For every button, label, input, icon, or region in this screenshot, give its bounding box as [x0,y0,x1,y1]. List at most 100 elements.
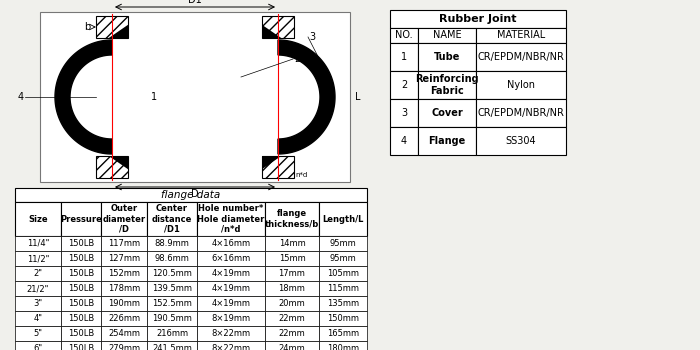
Text: 190.5mm: 190.5mm [152,314,192,323]
Text: 117mm: 117mm [108,239,140,248]
Bar [390,127,418,155]
Text: 150LB: 150LB [68,284,94,293]
Bar [390,71,418,99]
Text: 115mm: 115mm [327,284,359,293]
Text: 22mm: 22mm [279,329,305,338]
Text: CR/EPDM/NBR/NR: CR/EPDM/NBR/NR [477,52,564,62]
Bar [61,236,101,251]
Text: 98.6mm: 98.6mm [155,254,190,263]
Bar [147,296,197,311]
Bar [319,202,367,236]
Text: 1: 1 [401,52,407,62]
Text: 135mm: 135mm [327,299,359,308]
Bar [197,296,265,311]
Text: 127mm: 127mm [108,254,140,263]
Bar [61,296,101,311]
Bar [15,326,61,341]
Text: NAME: NAME [433,30,461,41]
Bar [265,236,319,251]
Bar [197,202,265,236]
Text: Pressure: Pressure [60,215,102,224]
Bar [197,251,265,266]
Bar [319,236,367,251]
Text: 254mm: 254mm [108,329,140,338]
Bar [418,71,476,99]
Text: 20mm: 20mm [279,299,305,308]
Bar [147,341,197,350]
Text: 14mm: 14mm [279,239,305,248]
Bar [15,296,61,311]
Text: L: L [355,92,360,102]
Text: Cover: Cover [431,108,463,118]
Text: Center
distance
/D1: Center distance /D1 [152,204,193,234]
Bar [147,236,197,251]
Text: 3: 3 [401,108,407,118]
Bar [96,16,128,38]
Text: 2: 2 [401,80,407,90]
Text: 279mm: 279mm [108,344,140,350]
Text: 152.5mm: 152.5mm [152,299,192,308]
Bar [101,266,147,281]
Text: 150LB: 150LB [68,239,94,248]
Text: 3": 3" [34,299,43,308]
Bar [197,341,265,350]
Text: 4": 4" [34,314,43,323]
Text: 2": 2" [34,269,43,278]
Text: 105mm: 105mm [327,269,359,278]
Bar [61,311,101,326]
Text: 165mm: 165mm [327,329,359,338]
Bar [197,326,265,341]
Text: 139.5mm: 139.5mm [152,284,192,293]
Bar [101,341,147,350]
Bar [265,311,319,326]
Text: 4: 4 [18,92,24,102]
Bar [319,326,367,341]
Text: Rubber Joint: Rubber Joint [440,14,517,24]
Bar [15,251,61,266]
Text: 22mm: 22mm [279,314,305,323]
Text: Outer
diameter
/D: Outer diameter /D [102,204,146,234]
Bar [390,28,418,43]
Text: 150LB: 150LB [68,329,94,338]
Text: CR/EPDM/NBR/NR: CR/EPDM/NBR/NR [477,108,564,118]
Bar [476,43,566,71]
Bar [476,71,566,99]
Bar [418,127,476,155]
Polygon shape [278,40,335,154]
Text: D1: D1 [188,0,202,5]
Bar [101,326,147,341]
Text: 3: 3 [309,32,315,42]
Bar [197,236,265,251]
Bar [197,311,265,326]
Bar [147,266,197,281]
Text: 4×16mm: 4×16mm [211,239,251,248]
Bar [61,202,101,236]
Text: 5": 5" [34,329,43,338]
Polygon shape [108,156,128,169]
Text: 11/4": 11/4" [27,239,49,248]
Text: n*d: n*d [295,172,307,178]
Bar [96,156,128,178]
Bar [15,188,367,202]
Text: 11/2": 11/2" [27,254,49,263]
Text: 180mm: 180mm [327,344,359,350]
Bar [61,251,101,266]
Text: 150LB: 150LB [68,344,94,350]
Text: 21/2": 21/2" [27,284,49,293]
Bar [265,281,319,296]
Bar [101,202,147,236]
Bar [40,12,350,182]
Bar [319,311,367,326]
Text: 6": 6" [34,344,43,350]
Text: Nylon: Nylon [507,80,535,90]
Text: 24mm: 24mm [279,344,305,350]
Bar [15,311,61,326]
Bar [147,281,197,296]
Text: 178mm: 178mm [108,284,140,293]
Text: 18mm: 18mm [279,284,305,293]
Text: 152mm: 152mm [108,269,140,278]
Text: 95mm: 95mm [330,254,356,263]
Text: 150LB: 150LB [68,254,94,263]
Text: 4×19mm: 4×19mm [211,284,251,293]
Text: 190mm: 190mm [108,299,140,308]
